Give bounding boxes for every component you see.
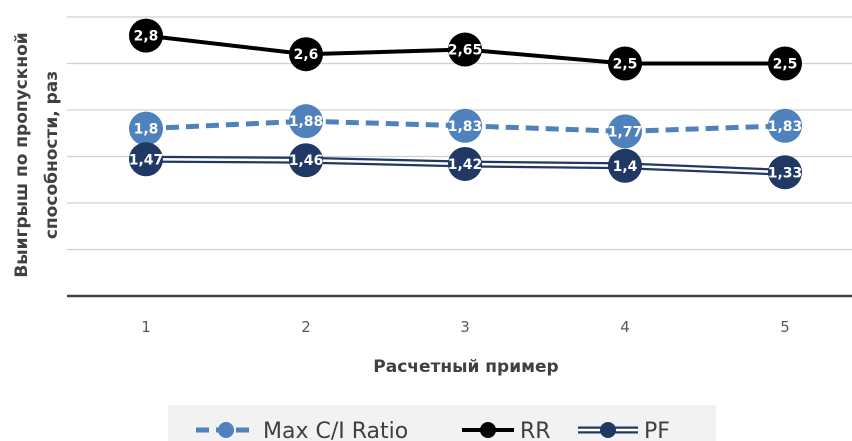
- marker-rr: [448, 32, 482, 67]
- x-tick-label: 1: [141, 318, 151, 336]
- legend-label-max-c-i-ratio: Max C/I Ratio: [263, 419, 408, 441]
- legend-marker-max-c-i-ratio: [218, 422, 234, 438]
- legend-label-pf: PF: [644, 419, 670, 441]
- data-label-rr: 2,6: [294, 47, 319, 63]
- data-label-pf: 1,4: [613, 159, 638, 175]
- marker-pf: [448, 146, 482, 181]
- legend-label-rr: RR: [520, 419, 551, 441]
- marker-pf: [289, 143, 323, 178]
- data-label-pf: 1,33: [768, 165, 803, 181]
- marker-rr: [768, 46, 802, 81]
- marker-pf: [608, 148, 642, 183]
- data-label-pf: 1,47: [129, 152, 164, 168]
- legend: Max C/I Ratio RR PF: [168, 405, 716, 441]
- marker-rr: [608, 46, 642, 81]
- x-axis-title: Расчетный пример: [373, 357, 558, 377]
- marker-rr: [129, 18, 163, 53]
- marker-max-c-i-ratio: [768, 108, 802, 143]
- series-layer: [129, 18, 802, 190]
- y-axis-title-line-1: Выигрыш по пропускной: [12, 32, 32, 277]
- data-label-rr: 2,5: [613, 57, 638, 73]
- series-line-max-c-i-ratio: [145, 118, 786, 134]
- y-axis-title-line-2: способности, раз: [42, 71, 62, 239]
- data-label-rr: 2,5: [773, 57, 798, 73]
- data-label-max-c-i-ratio: 1,77: [608, 124, 643, 140]
- marker-pf: [129, 142, 163, 177]
- legend-marker-rr: [480, 422, 496, 438]
- data-label-max-c-i-ratio: 1,83: [448, 119, 483, 135]
- x-tick-label: 5: [780, 318, 790, 336]
- data-label-rr: 2,65: [448, 43, 483, 59]
- y-axis-title: Выигрыш по пропускной способности, раз: [12, 32, 62, 277]
- marker-max-c-i-ratio: [289, 104, 323, 139]
- data-label-max-c-i-ratio: 1,8: [134, 122, 159, 138]
- marker-max-c-i-ratio: [608, 114, 642, 149]
- data-label-max-c-i-ratio: 1,88: [289, 114, 324, 130]
- legend-box: [168, 405, 716, 441]
- marker-max-c-i-ratio: [129, 111, 163, 146]
- x-tick-label: 3: [460, 318, 470, 336]
- x-tick-labels: 1 2 3 4 5: [141, 318, 790, 336]
- data-label-rr: 2,8: [134, 29, 159, 45]
- data-label-pf: 1,42: [448, 157, 483, 173]
- marker-rr: [289, 37, 323, 72]
- legend-marker-pf: [600, 422, 616, 438]
- data-label-pf: 1,46: [289, 153, 324, 169]
- x-tick-label: 2: [301, 318, 311, 336]
- data-label-max-c-i-ratio: 1,83: [768, 119, 803, 135]
- marker-pf: [768, 155, 802, 190]
- marker-max-c-i-ratio: [448, 108, 482, 143]
- x-tick-label: 4: [620, 318, 630, 336]
- data-labels: 1,8 1,88 1,83 1,77 1,83 2,8 2,6 2,65 2,5 2,5 1,47 1…: [129, 29, 803, 182]
